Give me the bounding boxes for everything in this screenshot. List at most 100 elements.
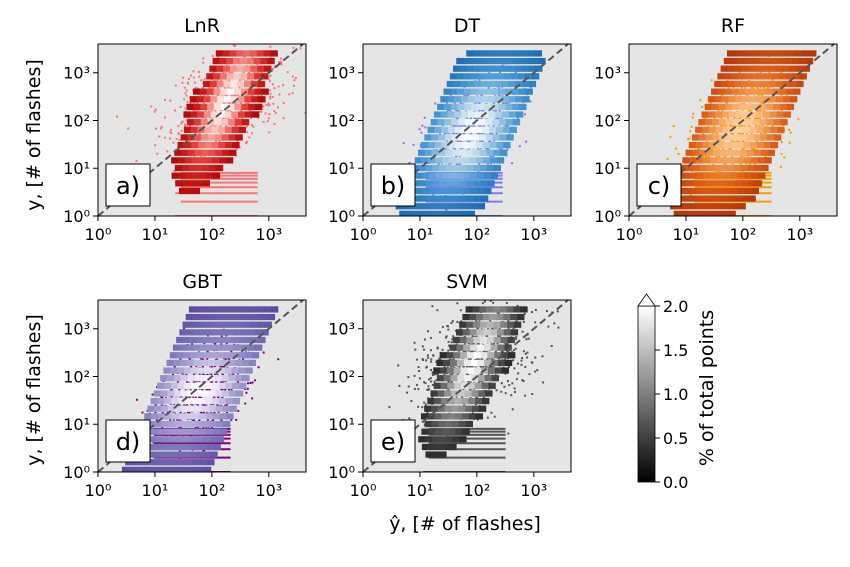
histogram-cell	[236, 306, 245, 313]
scatter-point	[477, 132, 480, 135]
histogram-cell	[741, 80, 750, 88]
histogram-cell	[209, 306, 217, 313]
histogram-cell	[498, 103, 507, 111]
histogram-cell	[199, 88, 208, 95]
histogram-cell	[509, 111, 517, 118]
scatter-point	[727, 148, 730, 151]
histogram-cell	[445, 420, 453, 428]
histogram-cell	[454, 126, 463, 133]
histogram-cell	[451, 405, 459, 412]
histogram-cell	[490, 329, 498, 336]
scatter-point	[729, 147, 732, 150]
histogram-cell	[193, 344, 201, 351]
histogram-cell	[203, 336, 211, 344]
histogram-cell	[777, 126, 785, 133]
histogram-cell	[227, 103, 236, 111]
scatter-point	[169, 99, 172, 102]
scatter-point	[450, 322, 453, 325]
histogram-cell	[732, 119, 740, 126]
scatter-point	[764, 156, 767, 159]
histogram-cell	[248, 359, 256, 367]
scatter-point	[228, 71, 231, 74]
histogram-cell	[429, 203, 438, 210]
histogram-cell	[228, 375, 236, 382]
histogram-cell	[432, 451, 440, 458]
histogram-cell	[218, 141, 226, 149]
histogram-cell	[775, 65, 783, 72]
scatter-point	[449, 93, 452, 96]
scatter-point	[523, 113, 526, 116]
histogram-cell	[192, 187, 200, 195]
y-tick-label: 10²	[63, 111, 90, 130]
histogram-cell	[507, 50, 515, 57]
histogram-cell	[733, 164, 742, 172]
histogram-cell	[518, 88, 527, 95]
scatter-point	[413, 341, 416, 344]
histogram-cell	[243, 50, 251, 57]
histogram-cell	[209, 80, 218, 88]
scatter-point	[216, 403, 219, 406]
scatter-point	[238, 86, 241, 89]
histogram-cell	[212, 57, 221, 65]
histogram-cell	[711, 88, 719, 95]
scatter-point	[732, 133, 735, 136]
scatter-point	[210, 125, 213, 128]
scatter-point	[721, 109, 724, 112]
histogram-cell	[734, 195, 743, 202]
scatter-point	[291, 75, 294, 78]
scatter-point	[734, 94, 737, 97]
x-tick-label: 10³	[255, 481, 282, 500]
histogram-cell	[224, 111, 232, 118]
scatter-point	[468, 342, 471, 345]
histogram-cell	[446, 195, 455, 202]
histogram-cell	[185, 172, 193, 179]
histogram-cell	[185, 428, 194, 435]
scatter-point	[197, 404, 200, 407]
histogram-cell	[467, 96, 476, 103]
histogram-cell	[514, 65, 522, 72]
scatter-point	[730, 140, 733, 143]
histogram-cell	[459, 436, 467, 443]
scatter-point	[456, 372, 459, 375]
histogram-cell	[250, 65, 258, 72]
scatter-point	[480, 132, 483, 135]
histogram-cell	[485, 134, 494, 141]
scatter-point	[161, 412, 164, 415]
histogram-cell	[437, 103, 445, 111]
histogram-cell	[174, 149, 182, 156]
histogram-cell	[435, 172, 444, 179]
histogram-cell	[486, 306, 494, 313]
scatter-point	[236, 140, 239, 143]
histogram-cell	[507, 65, 516, 72]
scatter-point	[462, 366, 465, 369]
histogram-cell	[225, 397, 234, 405]
plot-frame	[97, 299, 307, 473]
scatter-point	[178, 388, 181, 391]
histogram-cell	[257, 80, 266, 88]
histogram-cell	[238, 352, 246, 359]
scatter-point	[514, 390, 517, 393]
histogram-cell	[454, 382, 462, 389]
histogram-cell	[699, 164, 708, 172]
histogram-cell	[223, 65, 231, 72]
histogram-cell	[191, 397, 200, 405]
histogram-cell	[162, 451, 170, 458]
histogram-cell	[761, 164, 769, 172]
scatter-point	[190, 365, 193, 368]
histogram-cell	[251, 96, 259, 103]
histogram-cell	[182, 180, 190, 187]
histogram-cell	[717, 203, 726, 210]
histogram-cell	[210, 96, 218, 103]
histogram-cell	[187, 375, 195, 382]
scatter-point	[738, 116, 741, 119]
histogram-cell	[465, 134, 473, 141]
histogram-cell	[485, 390, 493, 397]
histogram-cell	[446, 80, 455, 88]
histogram-cell	[195, 405, 203, 412]
histogram-cell	[737, 57, 745, 65]
histogram-cell	[470, 187, 478, 195]
scatter-point	[486, 162, 489, 165]
histogram-cell	[254, 73, 262, 80]
histogram-cell	[494, 80, 502, 88]
histogram-cell	[254, 313, 262, 321]
